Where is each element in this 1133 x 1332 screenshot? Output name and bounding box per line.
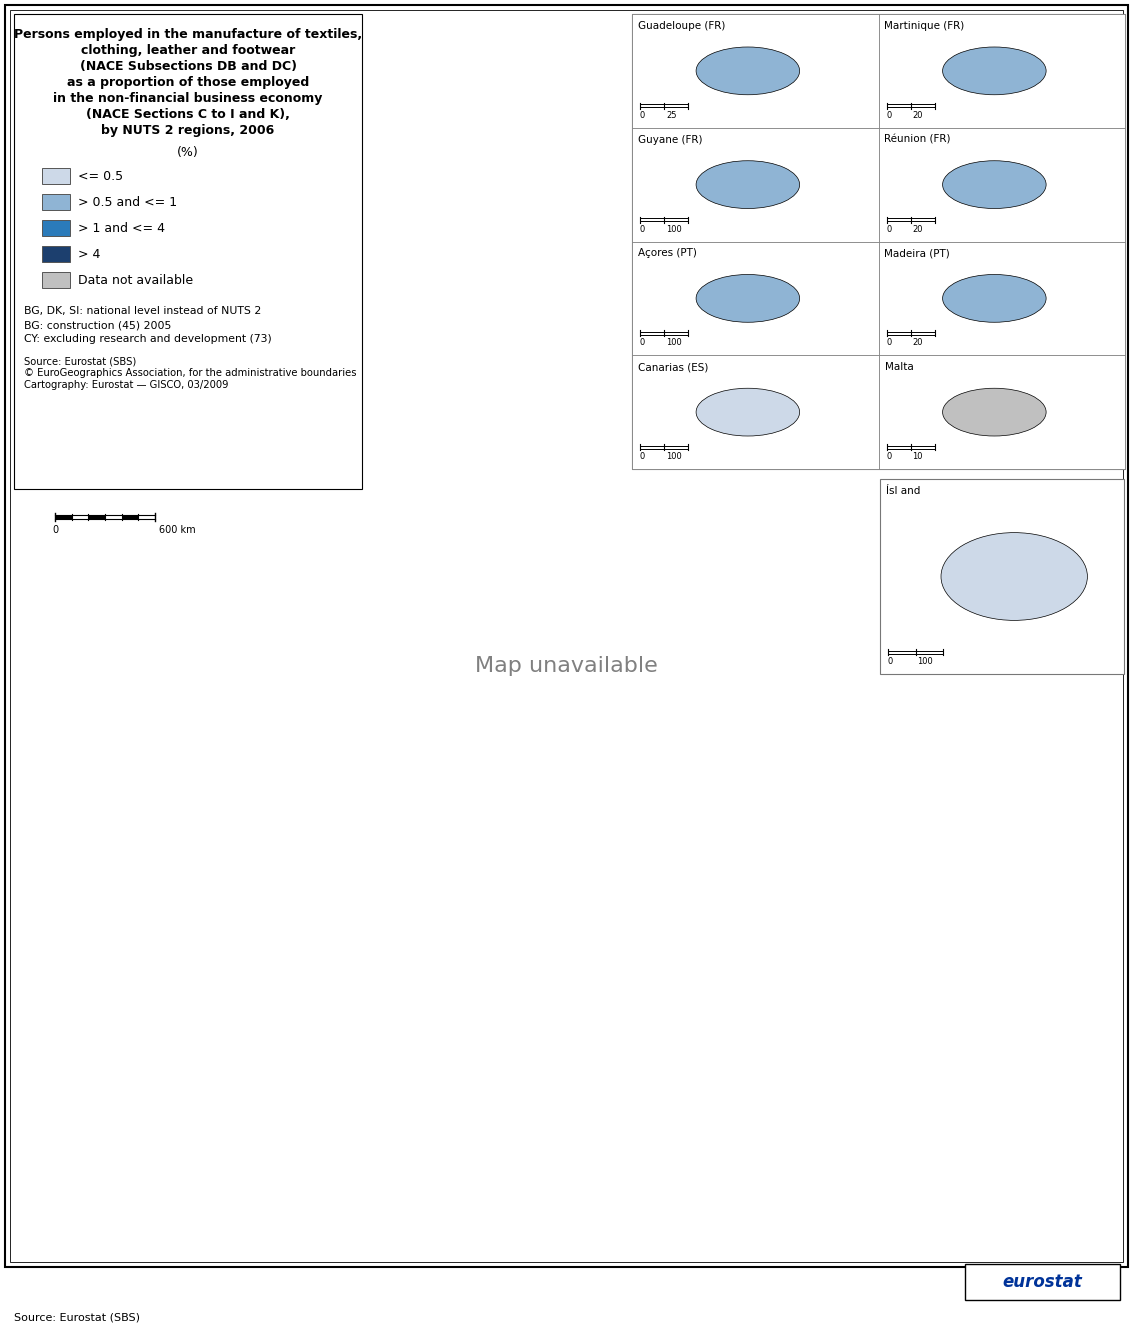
Bar [632, 15, 1125, 469]
Text: (NACE Subsections DB and DC): (NACE Subsections DB and DC) [79, 60, 297, 73]
Bar [878, 241, 1125, 356]
Text: Martinique (FR): Martinique (FR) [885, 21, 965, 31]
Text: 0: 0 [886, 338, 892, 348]
Ellipse shape [696, 47, 800, 95]
Ellipse shape [943, 274, 1046, 322]
Ellipse shape [943, 47, 1046, 95]
Bar [42, 168, 70, 184]
Text: Açores (PT): Açores (PT) [638, 249, 697, 258]
Text: 20: 20 [912, 338, 923, 348]
Bar [632, 15, 878, 128]
Bar [121, 515, 138, 519]
Text: Source: Eurostat (SBS): Source: Eurostat (SBS) [14, 1312, 140, 1321]
Bar [138, 515, 155, 519]
Text: 10: 10 [912, 452, 923, 461]
Bar [42, 194, 70, 210]
Text: eurostat: eurostat [1002, 1273, 1082, 1291]
Text: <= 0.5: <= 0.5 [78, 169, 123, 182]
Text: 100: 100 [666, 225, 682, 233]
Bar [880, 480, 1124, 674]
Text: 100: 100 [666, 338, 682, 348]
Text: 25: 25 [666, 111, 676, 120]
Text: Malta: Malta [885, 362, 913, 372]
Ellipse shape [696, 274, 800, 322]
Bar [42, 246, 70, 262]
Bar [88, 515, 105, 519]
Text: 0: 0 [886, 111, 892, 120]
Text: 0: 0 [52, 525, 58, 535]
Text: Guyane (FR): Guyane (FR) [638, 135, 702, 145]
Text: BG: construction (45) 2005: BG: construction (45) 2005 [24, 320, 171, 330]
Ellipse shape [696, 388, 800, 436]
Bar [878, 15, 1125, 128]
Bar [71, 515, 88, 519]
Ellipse shape [942, 533, 1088, 621]
Ellipse shape [943, 161, 1046, 209]
Text: 0: 0 [886, 452, 892, 461]
Text: Cartography: Eurostat — GISCO, 03/2009: Cartography: Eurostat — GISCO, 03/2009 [24, 380, 229, 390]
Text: > 1 and <= 4: > 1 and <= 4 [78, 221, 165, 234]
Text: 0: 0 [640, 111, 646, 120]
Text: 20: 20 [912, 225, 923, 233]
Bar [878, 356, 1125, 469]
Text: as a proportion of those employed: as a proportion of those employed [67, 76, 309, 89]
Text: Ísl and: Ísl and [886, 486, 920, 496]
Text: 20: 20 [912, 111, 923, 120]
Ellipse shape [696, 161, 800, 209]
Text: > 4: > 4 [78, 248, 101, 261]
Bar [878, 128, 1125, 241]
Text: Source: Eurostat (SBS): Source: Eurostat (SBS) [24, 356, 136, 366]
Text: in the non-financial business economy: in the non-financial business economy [53, 92, 323, 105]
Bar [42, 272, 70, 288]
Text: > 0.5 and <= 1: > 0.5 and <= 1 [78, 196, 177, 209]
Text: Persons employed in the manufacture of textiles,: Persons employed in the manufacture of t… [14, 28, 363, 41]
Text: Data not available: Data not available [78, 273, 193, 286]
Text: BG, DK, SI: national level instead of NUTS 2: BG, DK, SI: national level instead of NU… [24, 306, 262, 316]
Text: 0: 0 [888, 657, 893, 666]
Ellipse shape [943, 388, 1046, 436]
Bar [56, 515, 71, 519]
Text: Canarias (ES): Canarias (ES) [638, 362, 708, 372]
Text: Map unavailable: Map unavailable [475, 655, 658, 677]
Text: by NUTS 2 regions, 2006: by NUTS 2 regions, 2006 [101, 124, 274, 137]
Text: 100: 100 [666, 452, 682, 461]
Bar [105, 515, 121, 519]
Text: Madeira (PT): Madeira (PT) [885, 249, 951, 258]
Bar [965, 1264, 1121, 1300]
Text: 0: 0 [640, 338, 646, 348]
Text: 0: 0 [886, 225, 892, 233]
Bar [14, 15, 363, 489]
Text: 600 km: 600 km [159, 525, 196, 535]
Bar [632, 128, 878, 241]
Text: 0: 0 [640, 452, 646, 461]
Bar [632, 356, 878, 469]
Text: 100: 100 [918, 657, 934, 666]
Bar [632, 241, 878, 356]
Text: Guadeloupe (FR): Guadeloupe (FR) [638, 21, 725, 31]
Text: clothing, leather and footwear: clothing, leather and footwear [80, 44, 295, 57]
Bar [42, 220, 70, 236]
Text: © EuroGeographics Association, for the administrative boundaries: © EuroGeographics Association, for the a… [24, 368, 357, 378]
Text: (%): (%) [177, 147, 199, 159]
Text: Réunion (FR): Réunion (FR) [885, 135, 951, 145]
Text: CY: excluding research and development (73): CY: excluding research and development (… [24, 334, 272, 344]
Text: (NACE Sections C to I and K),: (NACE Sections C to I and K), [86, 108, 290, 121]
Text: 0: 0 [640, 225, 646, 233]
